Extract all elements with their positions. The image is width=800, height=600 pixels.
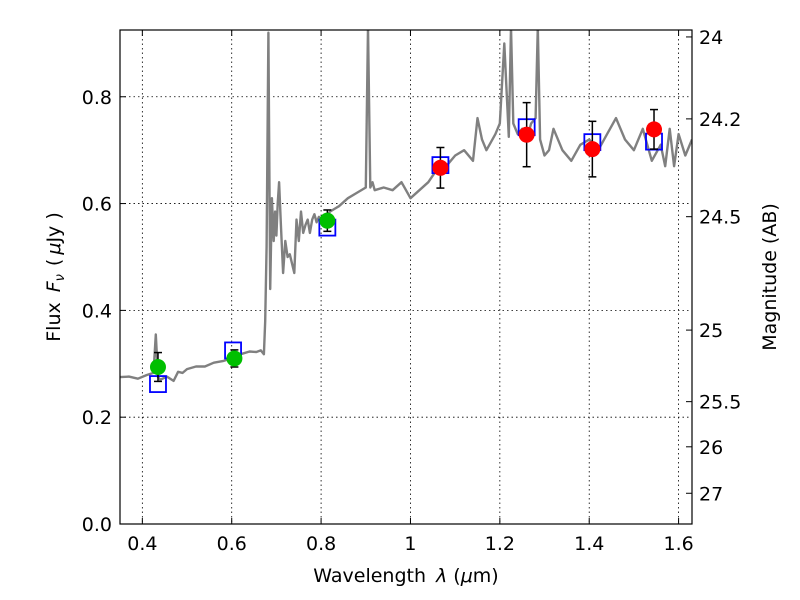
x-axis-title: Wavelength λ (μm) bbox=[313, 565, 498, 587]
y-tick-label: 0.4 bbox=[82, 300, 112, 322]
mag-tick-label: 27 bbox=[699, 483, 723, 505]
grid bbox=[120, 30, 692, 524]
mag-tick-label: 25 bbox=[699, 320, 723, 342]
x-tick-label: 0.6 bbox=[217, 533, 247, 555]
y-tick-label: 0.0 bbox=[82, 514, 112, 536]
observed-point bbox=[149, 358, 166, 375]
y-tick-label: 0.8 bbox=[82, 87, 112, 109]
mag-tick-label: 25.5 bbox=[699, 392, 741, 414]
x-tick-label: 0.4 bbox=[127, 533, 157, 555]
mag-tick-label: 24.2 bbox=[699, 109, 741, 131]
y-tick-label: 0.2 bbox=[82, 407, 112, 429]
observed-point bbox=[432, 159, 449, 176]
model-spectrum-line bbox=[120, 30, 692, 383]
x-tick-label: 0.8 bbox=[306, 533, 336, 555]
x-tick-label: 1 bbox=[404, 533, 416, 555]
y-axis-title: FluxFν(μJy ) bbox=[43, 212, 68, 342]
observed-point bbox=[646, 121, 663, 138]
observed-point bbox=[518, 126, 535, 143]
mag-tick-label: 26 bbox=[699, 437, 723, 459]
plot-area bbox=[120, 30, 692, 383]
observed-point bbox=[584, 141, 601, 158]
x-tick-label: 1.2 bbox=[485, 533, 515, 555]
y2-axis-title: Magnitude (AB) bbox=[759, 203, 781, 351]
x-tick-label: 1.4 bbox=[574, 533, 604, 555]
observed-point bbox=[319, 212, 336, 229]
plot-frame bbox=[119, 29, 693, 525]
x-tick-label: 1.6 bbox=[663, 533, 693, 555]
data-points bbox=[149, 101, 663, 393]
y-tick-label: 0.6 bbox=[82, 194, 112, 216]
mag-tick-label: 24 bbox=[699, 27, 723, 49]
mag-tick-label: 24.5 bbox=[699, 207, 741, 229]
axis-ticks: 0.4 0.6 0.8 1 1.2 1.4 1.6 0.0 0.2 0.4 0.6 0.8 24 24.2… bbox=[82, 27, 742, 555]
observed-point bbox=[226, 350, 243, 367]
